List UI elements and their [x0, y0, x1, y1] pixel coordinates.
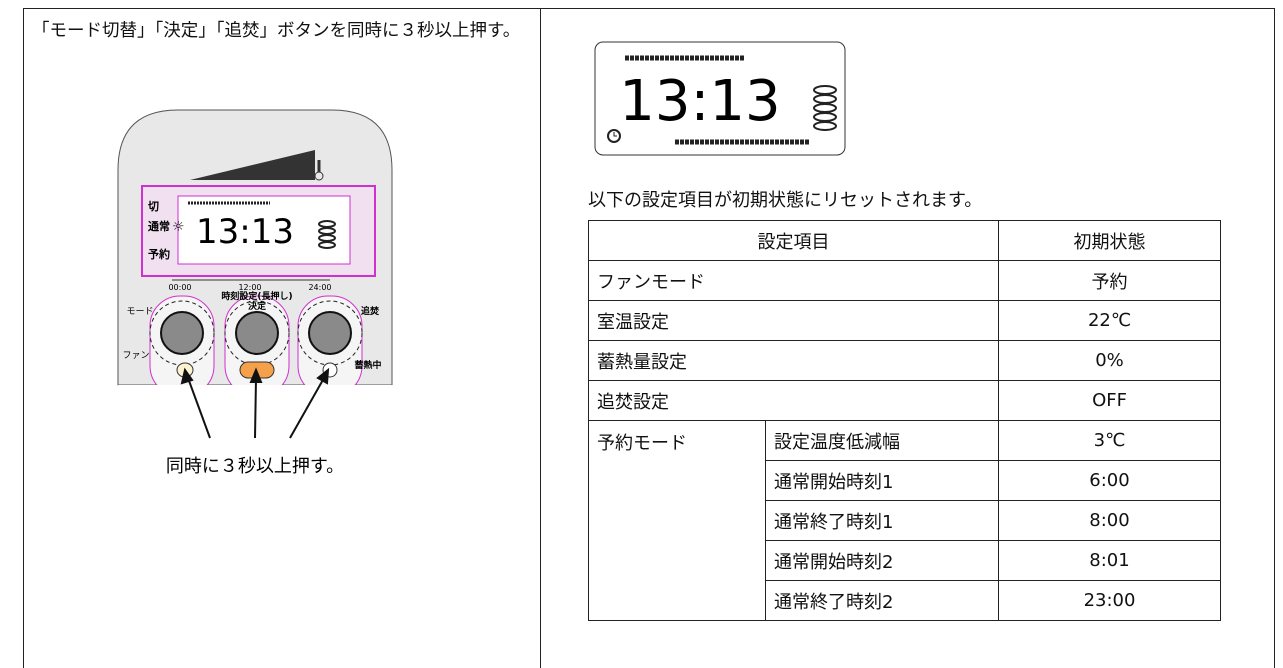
label: ファン: [122, 351, 149, 361]
button: [308, 311, 352, 355]
clock-icon: [613, 132, 617, 137]
scale-label: 00:00: [168, 283, 191, 292]
cell: 蓄熱量設定: [588, 340, 999, 381]
cell: 8:00: [998, 500, 1221, 541]
label: 時刻設定(長押し): [221, 290, 292, 302]
cell: 8:01: [998, 540, 1221, 581]
note: 以下の設定項目が初期状態にリセットされます。: [588, 190, 983, 211]
instruction: 「モード切替」「決定」「追焚」ボタンを同時に３秒以上押す。: [32, 21, 521, 41]
row: 蓄熱量設定 0%: [588, 340, 1221, 381]
row: 通常終了時刻1 8:00: [589, 500, 1221, 541]
battery-icon: [813, 85, 837, 131]
label: 追焚: [361, 305, 380, 317]
scale-label: 12:00: [238, 283, 261, 292]
cell: 23:00: [998, 580, 1221, 621]
header-row: 設定項目 初期状態: [588, 220, 1221, 261]
cell: 通常終了時刻1: [765, 500, 999, 541]
label: 通常: [148, 219, 170, 233]
label: 蓄熱中: [354, 359, 381, 371]
sun-icon: ☼: [172, 219, 185, 235]
cut: [118, 385, 398, 405]
lcd-frame: [594, 41, 846, 156]
button: [160, 311, 204, 355]
cell: 通常開始時刻2: [765, 540, 999, 581]
battery-icon: [318, 220, 336, 249]
divider: [540, 8, 541, 668]
lcd-screen: [177, 195, 351, 265]
label: 予約: [148, 247, 170, 261]
temperature-bar: [190, 150, 315, 180]
row: ファンモード 予約: [588, 260, 1221, 301]
cell: 3℃: [998, 420, 1221, 461]
cell: 追焚設定: [588, 380, 999, 421]
row: 予約モード 設定温度低減幅 3℃: [588, 420, 1221, 621]
header-cell: 初期状態: [998, 220, 1221, 261]
frame: [23, 8, 1275, 668]
clock-icon: [607, 129, 621, 143]
label: 決定: [248, 300, 266, 312]
group-cell: 予約モード: [588, 420, 766, 621]
cell: 0%: [998, 340, 1221, 381]
lcd-time: 13:13: [619, 69, 780, 134]
cell: 22℃: [998, 300, 1221, 341]
cell: 設定温度低減幅: [765, 420, 999, 461]
row: 追焚設定 OFF: [588, 380, 1221, 421]
row: 通常開始時刻2 8:01: [589, 540, 1221, 581]
cell: 通常開始時刻1: [765, 460, 999, 501]
label: 切: [148, 200, 159, 213]
arrows: [180, 367, 330, 439]
settings-table: 設定項目 初期状態 ファンモード 予約 室温設定 22℃ 蓄熱量設定 0% 追焚設定 OF…: [588, 220, 1221, 621]
cell: 通常終了時刻2: [765, 580, 999, 621]
scale-label: 24:00: [308, 283, 331, 292]
caption: 同時に３秒以上押す。: [166, 456, 344, 477]
header-cell: 設定項目: [588, 220, 999, 261]
label: モード: [126, 307, 153, 317]
lcd-time: 13:13: [196, 212, 294, 252]
row: 室温設定 22℃: [588, 300, 1221, 341]
cell: 6:00: [998, 460, 1221, 501]
cell: ファンモード: [588, 260, 999, 301]
cell: OFF: [998, 380, 1221, 421]
row: 通常終了時刻2 23:00: [589, 580, 1221, 621]
button: [235, 311, 279, 355]
cell: 予約: [998, 260, 1221, 301]
cell: 室温設定: [588, 300, 999, 341]
